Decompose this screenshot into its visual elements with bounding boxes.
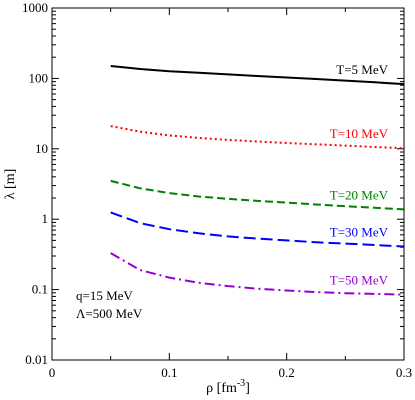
series-label-4: T=30 MeV xyxy=(330,224,389,239)
x-tick-label: 0.2 xyxy=(279,365,295,380)
series-label-3: T=20 MeV xyxy=(330,187,389,202)
x-tick-label: 0.1 xyxy=(161,365,177,380)
y-tick-label: 10 xyxy=(35,141,48,156)
series-label-2: T=10 MeV xyxy=(330,126,389,141)
series-label-5: T=50 MeV xyxy=(330,273,389,288)
x-axis-label-sup: -3 xyxy=(237,378,245,389)
axis-ticks xyxy=(51,7,405,361)
y-axis-label: λ [m] xyxy=(3,169,18,200)
x-tick-label: 0 xyxy=(49,365,56,380)
series-labels: T=5 MeV T=10 MeV T=20 MeV T=30 MeV T=50 MeV xyxy=(330,62,389,287)
series-line-5 xyxy=(110,252,405,296)
x-tick-label: 0.3 xyxy=(396,365,412,380)
series-line-4 xyxy=(110,211,405,248)
series-line-2 xyxy=(110,125,405,150)
x-axis-label: ρ [fm-3] xyxy=(206,378,250,396)
plot-frame xyxy=(51,7,405,361)
y-tick-label: 0.01 xyxy=(25,352,48,367)
y-tick-label: 1000 xyxy=(22,0,48,15)
y-tick-label: 0.1 xyxy=(32,282,48,297)
tick-labels: 0 0.1 0.2 0.3 0.01 0.1 1 10 100 1000 xyxy=(22,0,412,380)
x-axis-label-base: ρ [fm xyxy=(206,381,237,396)
annotation-q: q=15 MeV xyxy=(76,288,133,303)
series-line-3 xyxy=(110,179,405,211)
series-label-1: T=5 MeV xyxy=(336,62,388,77)
series-line-1 xyxy=(110,65,405,86)
y-tick-label: 100 xyxy=(29,70,49,85)
x-axis-label-close: ] xyxy=(245,381,250,396)
annotation-lambda: Λ=500 MeV xyxy=(76,306,143,321)
series-layer xyxy=(110,65,405,296)
y-tick-label: 1 xyxy=(42,211,49,226)
